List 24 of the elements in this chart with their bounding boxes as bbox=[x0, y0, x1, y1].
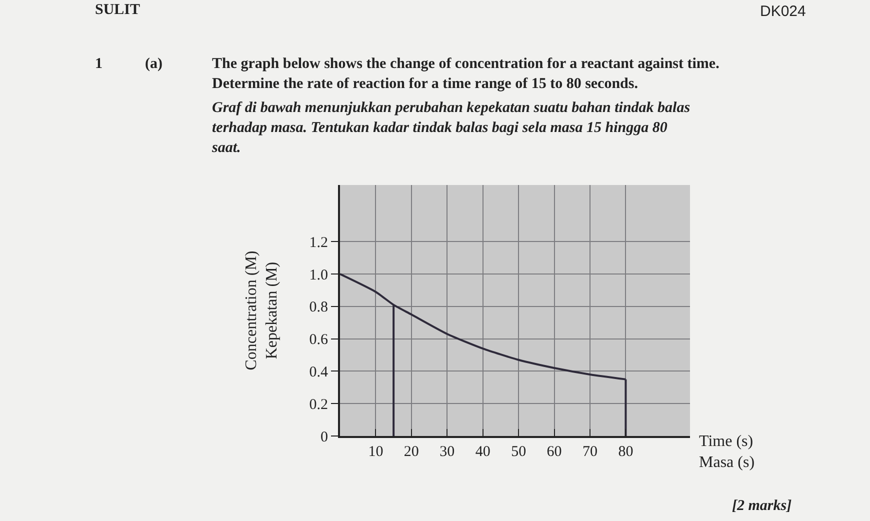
x-tick-label: 60 bbox=[546, 444, 562, 460]
text: 1 bbox=[95, 55, 102, 74]
text: The graph below shows the change of concentration for a reactant against time. Determine the rate of reaction for a time range of 15 to 80 seconds. bbox=[212, 55, 720, 94]
x-tick-label: 10 bbox=[368, 444, 384, 460]
y-tick-label: 0 bbox=[320, 429, 328, 446]
y-axis-title: Concentration (M) Kepekatan (M) bbox=[242, 250, 281, 370]
x-tick-label: 80 bbox=[618, 444, 634, 460]
x-tick-label: 20 bbox=[404, 444, 419, 460]
text: DK024 bbox=[760, 2, 806, 22]
x-tick-label: 70 bbox=[582, 444, 598, 460]
y-tick-label: 1.0 bbox=[309, 267, 328, 284]
text: (a) bbox=[145, 55, 162, 74]
x-axis-title: Time (s) Masa (s) bbox=[699, 433, 755, 471]
text: SULIT bbox=[95, 1, 140, 20]
y-tick-label: 0.2 bbox=[309, 396, 328, 413]
text: [2 marks] bbox=[732, 497, 792, 516]
x-tick-label: 30 bbox=[440, 444, 455, 460]
x-tick-label: 50 bbox=[511, 444, 526, 460]
y-tick-label: 0.8 bbox=[309, 300, 328, 316]
y-tick-label: 0.4 bbox=[309, 364, 328, 380]
y-tick-label: 1.2 bbox=[309, 234, 328, 251]
x-tick-label: 40 bbox=[475, 444, 490, 460]
text: Graf di bawah menunjukkan perubahan kepekatan suatu bahan tindak balas terhadap masa. Tentukan kadar tindak balas bagi sela masa 15 hingga 80 saat. bbox=[212, 99, 690, 158]
y-tick-label: 0.6 bbox=[309, 332, 328, 348]
